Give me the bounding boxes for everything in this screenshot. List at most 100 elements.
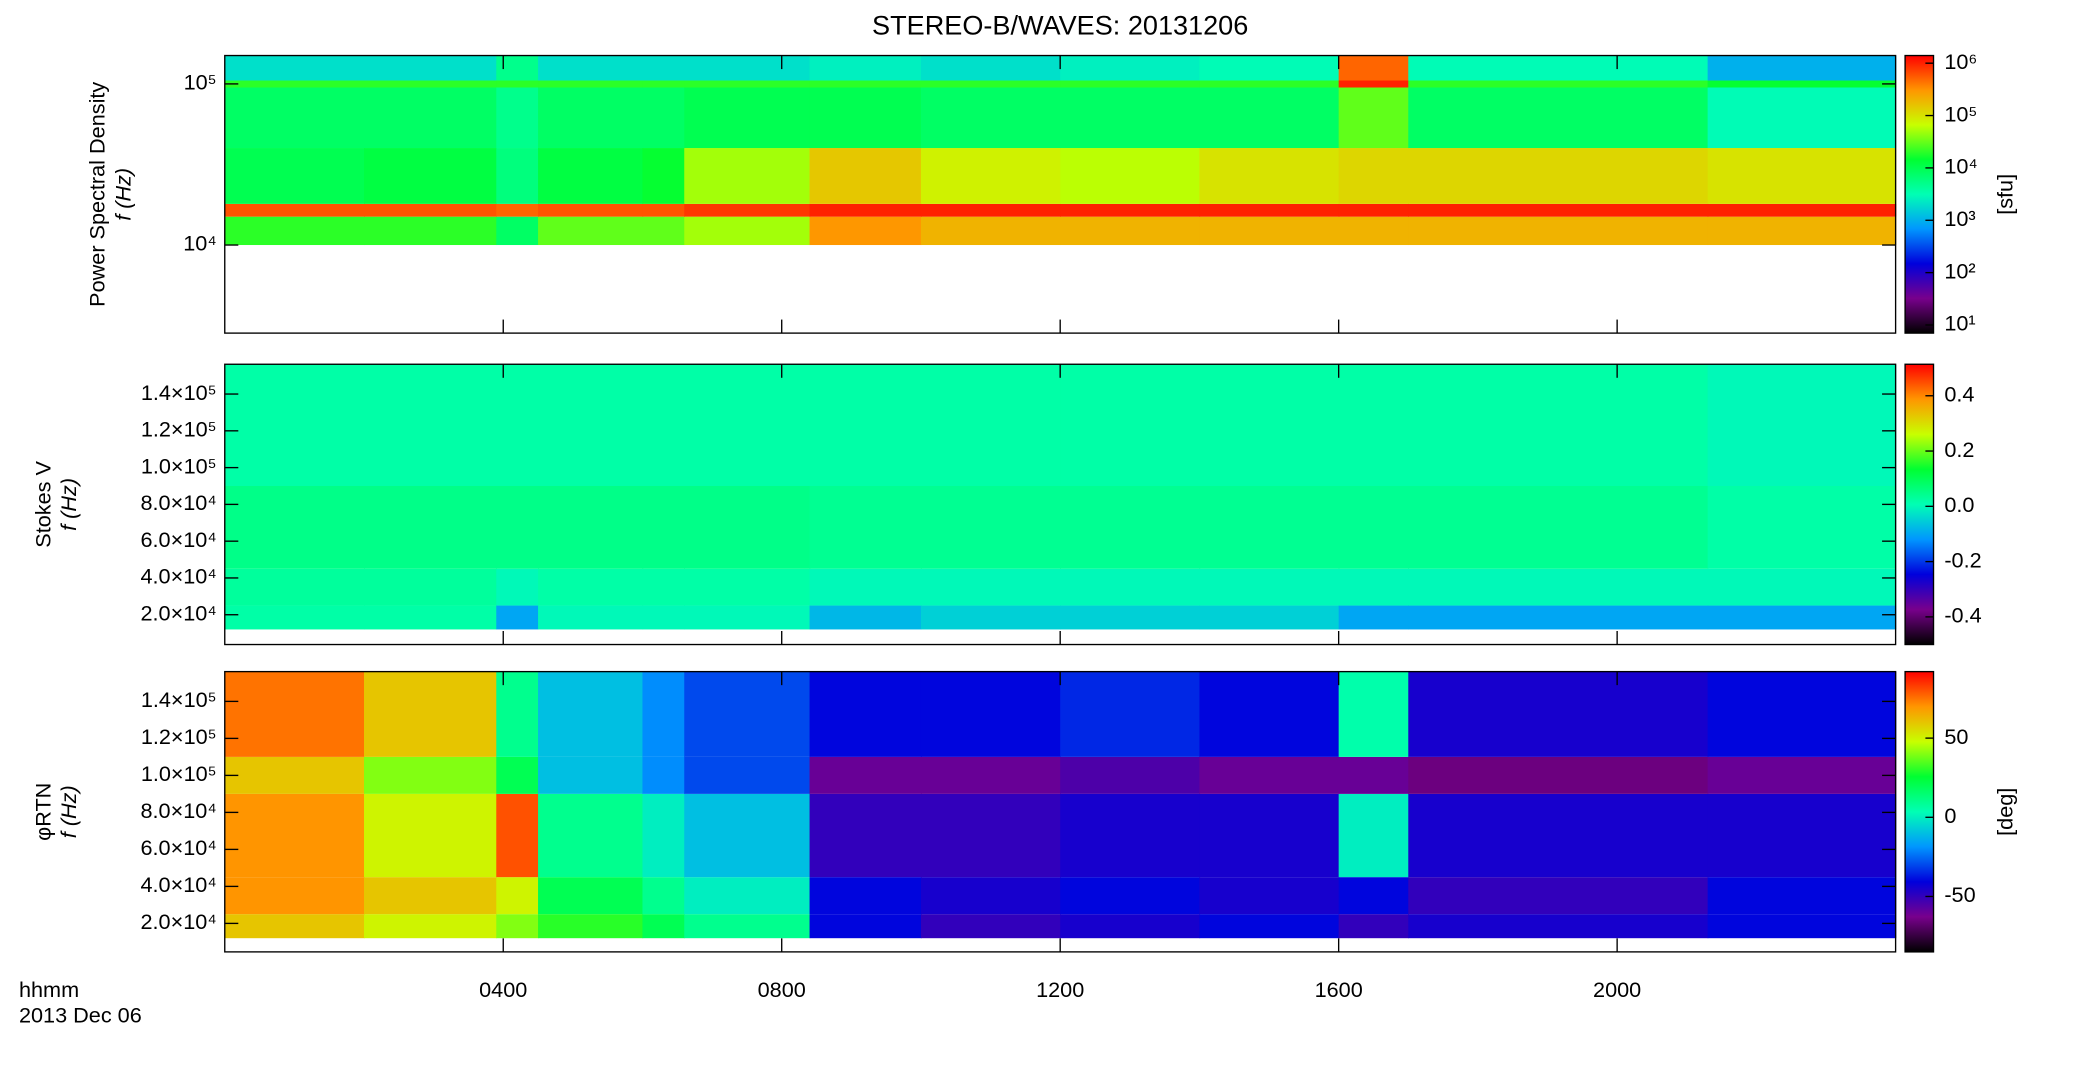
heatmap-cell: [684, 756, 811, 794]
x-tick-label: 0400: [479, 977, 527, 1002]
heatmap-cell: [1338, 605, 1409, 630]
heatmap-cell: [538, 914, 644, 939]
heatmap-cell: [920, 877, 1061, 915]
heatmap-cell: [642, 216, 685, 246]
heatmap-cell: [1338, 793, 1409, 878]
heatmap-cell: [496, 364, 539, 486]
y-tick-label: 4.0×10⁴: [140, 872, 216, 897]
y-tick-label: 1.4×10⁵: [141, 687, 217, 712]
heatmap-cell: [1199, 485, 1340, 569]
colorbar-tick-label: -50: [1944, 882, 1975, 907]
heatmap-cell: [642, 568, 685, 606]
y-axis-unit: f (Hz): [110, 168, 135, 221]
heatmap-cell: [684, 877, 811, 915]
heatmap-cell: [920, 756, 1061, 794]
heatmap-cell: [1060, 216, 1201, 246]
heatmap-cell: [1199, 203, 1340, 217]
x-axis-label: hhmm: [19, 977, 79, 1002]
heatmap-cell: [1338, 148, 1409, 204]
heatmap-cell: [809, 671, 922, 757]
heatmap-cell: [920, 793, 1061, 878]
heatmap-cell: [1060, 485, 1201, 569]
heatmap-cell: [809, 793, 922, 878]
heatmap-cell: [1199, 80, 1340, 88]
colorbar-tick-label: 10¹: [1944, 311, 1975, 336]
heatmap-cell: [364, 80, 497, 88]
heatmap-cell: [496, 203, 539, 217]
heatmap-cell: [496, 605, 539, 630]
y-axis-unit: f (Hz): [56, 478, 81, 531]
heatmap-cell: [1707, 203, 1897, 217]
heatmap-cell: [809, 914, 922, 939]
heatmap-cell: [364, 914, 497, 939]
heatmap-cell: [809, 877, 922, 915]
heatmap-cell: [1060, 55, 1201, 81]
heatmap-cell: [364, 877, 497, 915]
heatmap-cell: [1408, 80, 1709, 88]
y-tick-label: 2.0×10⁴: [140, 909, 216, 934]
colorbar-tick-label: 10²: [1944, 258, 1975, 283]
colorbar-tick-label: 10⁶: [1944, 49, 1977, 74]
y-axis-label: φRTN: [30, 783, 55, 841]
heatmap-cell: [642, 793, 685, 878]
heatmap-cell: [1338, 87, 1409, 149]
heatmap-cell: [224, 568, 365, 606]
heatmap-cell: [1408, 877, 1709, 915]
heatmap-cell: [496, 756, 539, 794]
heatmap-cell: [642, 671, 685, 757]
heatmap-cell: [1338, 914, 1409, 939]
heatmap-cell: [1060, 793, 1201, 878]
heatmap-cell: [684, 485, 811, 569]
colorbar-tick-label: -0.4: [1944, 603, 1981, 628]
heatmap-cell: [364, 568, 497, 606]
heatmap-cell: [538, 605, 644, 630]
colorbar-label: [sfu]: [1992, 174, 2017, 215]
heatmap-cell: [1060, 80, 1201, 88]
x-axis-date: 2013 Dec 06: [19, 1003, 142, 1028]
heatmap-cell: [642, 756, 685, 794]
x-tick-label: 2000: [1593, 977, 1641, 1002]
heatmap-cell: [920, 87, 1061, 149]
heatmap-cell: [538, 671, 644, 757]
colorbar: [1904, 363, 1935, 646]
y-axis-unit: f (Hz): [56, 785, 81, 838]
heatmap-cell: [1707, 216, 1897, 246]
heatmap-cell: [684, 671, 811, 757]
heatmap-cell: [224, 216, 365, 246]
heatmap-cell: [684, 80, 811, 88]
heatmap-cell: [1060, 87, 1201, 149]
heatmap-cell: [809, 605, 922, 630]
heatmap-cell: [684, 364, 811, 486]
heatmap-cell: [1707, 914, 1897, 939]
y-tick-label: 6.0×10⁴: [140, 527, 216, 552]
heatmap-cell: [364, 485, 497, 569]
heatmap-cell: [496, 80, 539, 88]
colorbar-tick-label: 0: [1944, 803, 1956, 828]
heatmap-cell: [809, 87, 922, 149]
heatmap-cell: [920, 671, 1061, 757]
heatmap-cell: [1707, 485, 1897, 569]
heatmap-cell: [364, 216, 497, 246]
heatmap-cell: [1707, 148, 1897, 204]
colorbar-label: [deg]: [1992, 788, 2017, 836]
heatmap-cell: [809, 80, 922, 88]
heatmap-cell: [1060, 568, 1201, 606]
heatmap-cell: [364, 756, 497, 794]
heatmap-cell: [920, 914, 1061, 939]
heatmap-cell: [224, 485, 365, 569]
heatmap-cell: [920, 605, 1061, 630]
heatmap-cell: [224, 80, 365, 88]
heatmap-cell: [224, 55, 365, 81]
heatmap-cell: [1060, 756, 1201, 794]
heatmap-cell: [920, 216, 1061, 246]
y-tick-label: 8.0×10⁴: [140, 490, 216, 515]
heatmap-cell: [642, 877, 685, 915]
chart-title: STEREO-B/WAVES: 20131206: [872, 9, 1248, 40]
colorbar-tick-label: 10⁵: [1944, 101, 1977, 126]
heatmap-cell: [1199, 55, 1340, 81]
heatmap-cell: [496, 671, 539, 757]
colorbar-tick-label: 10⁴: [1944, 154, 1977, 179]
heatmap-cell: [538, 568, 644, 606]
heatmap-cell: [809, 148, 922, 204]
